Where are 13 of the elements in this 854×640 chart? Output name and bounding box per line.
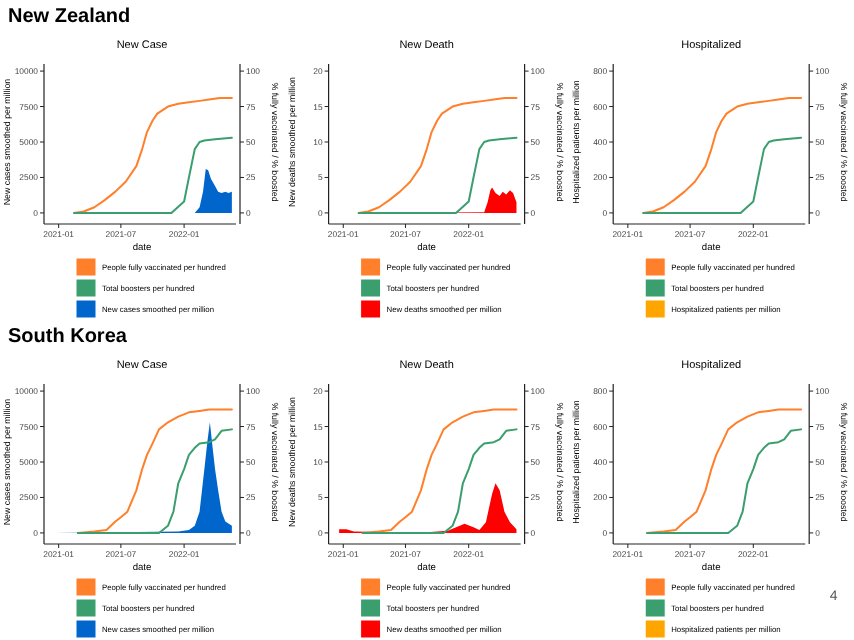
line-series: [361, 408, 518, 534]
text: New Zealand: [8, 6, 131, 28]
line-series: [73, 97, 233, 214]
line-series: [642, 136, 803, 214]
line-series: [361, 428, 518, 534]
line-series: [357, 97, 518, 214]
line-series: [646, 408, 803, 534]
line-series: [357, 136, 518, 214]
line-series: [646, 428, 803, 534]
line-series: [76, 428, 233, 534]
line-series: [642, 97, 803, 214]
line-series: [73, 136, 233, 214]
text: South Korea: [8, 326, 128, 348]
